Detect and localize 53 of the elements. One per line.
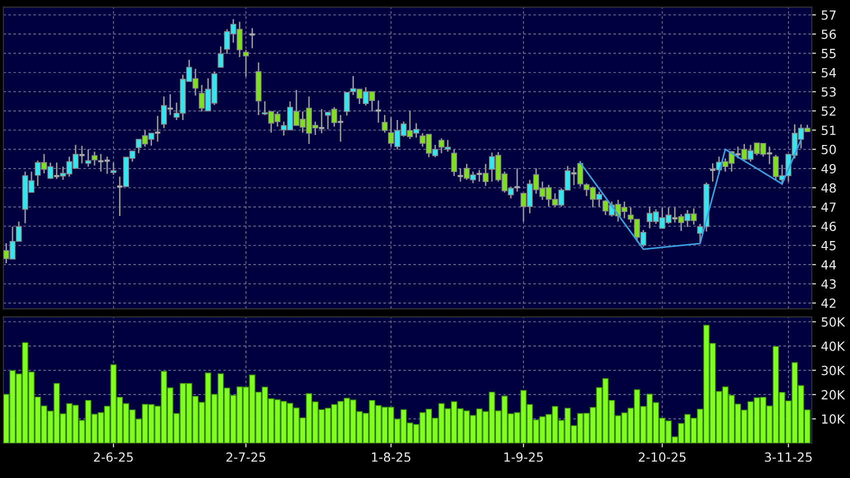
candlestick (382, 114, 388, 134)
y-tick-label: 57 (822, 10, 836, 20)
y-tick-label: 54 (822, 68, 836, 78)
candlestick (766, 146, 774, 165)
candlestick (116, 176, 124, 217)
x-tick-label: 2-10-25 (638, 452, 686, 462)
x-tick-label: 1-9-25 (504, 452, 543, 462)
candlestick (671, 206, 679, 224)
candlestick (318, 108, 326, 134)
y-tick-label: 10K (822, 414, 846, 424)
candlestick (570, 166, 578, 186)
y-tick-label: 55 (822, 48, 836, 58)
y-tick-label: 53 (822, 87, 836, 97)
y-tick-label: 47 (821, 202, 836, 212)
candlestick (242, 49, 249, 78)
y-tick-label: 51 (822, 126, 836, 136)
y-tick-label: 46 (821, 222, 836, 232)
candlestick (709, 162, 716, 182)
x-tick-label: 2-6-25 (94, 452, 133, 462)
y-tick-label: 42 (821, 298, 836, 308)
candlestick (336, 114, 344, 142)
y-tick-label: 52 (822, 106, 836, 116)
candlestick (92, 150, 98, 166)
y-tick-label: 45 (821, 241, 836, 250)
y-tick-label: 48 (821, 183, 836, 193)
y-tick-label: 49 (821, 164, 836, 174)
candlestick (344, 92, 350, 116)
candlestick (248, 27, 256, 49)
candlestick (482, 163, 489, 187)
candlestick (513, 168, 521, 192)
y-tick-label: 56 (822, 30, 836, 39)
candlestick (154, 115, 162, 142)
candlestick (110, 162, 116, 176)
y-tick-label: 20K (822, 390, 846, 400)
candlestick (476, 169, 484, 182)
candlestick (160, 96, 167, 129)
candlestick (218, 46, 224, 68)
candlestick (85, 148, 92, 168)
x-tick-label: 2-7-25 (226, 452, 266, 462)
y-tick-label: 43 (821, 279, 836, 289)
candlestick (53, 162, 60, 180)
candlestick (451, 148, 458, 177)
y-tick-label: 44 (821, 260, 836, 270)
y-tick-label: 40K (821, 342, 846, 351)
y-tick-label: 50K (822, 317, 846, 327)
candlestick (166, 94, 174, 116)
x-tick-label: 3-11-25 (764, 452, 812, 462)
candlestick (456, 168, 464, 182)
x-tick-label: 1-8-25 (372, 452, 410, 462)
candlestick (374, 100, 382, 124)
candlestick (78, 145, 86, 164)
y-tick-label: 30K (822, 366, 846, 376)
y-tick-label: 50 (822, 144, 836, 154)
